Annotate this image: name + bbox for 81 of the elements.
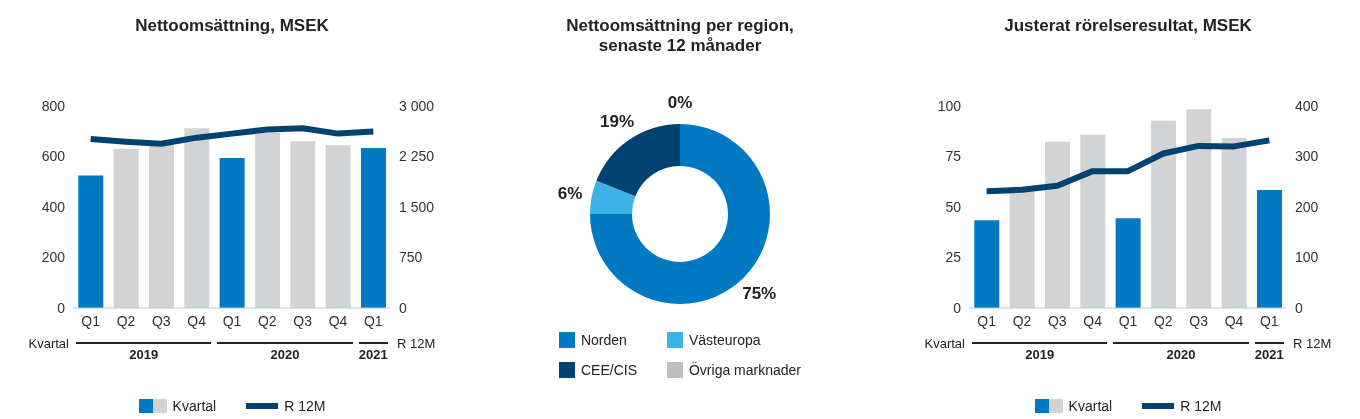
bar [113, 148, 139, 308]
x-tick-label: Q1 [1118, 312, 1138, 329]
legend-label: Norden [580, 332, 627, 348]
legend-label: Övriga marknader [688, 362, 802, 378]
y2-tick-label: 0 [399, 299, 407, 316]
x-tick-label: Q1 [81, 312, 101, 329]
y2-axis-title: R 12M [397, 336, 436, 351]
y2-tick-label: 0 [1295, 299, 1303, 316]
y2-tick-label: 3 000 [399, 97, 435, 114]
x-tick-label: Q1 [363, 312, 383, 329]
data-label: 75% [742, 283, 777, 303]
bar [974, 220, 1000, 308]
text: 2021 [358, 342, 388, 362]
bar [1080, 134, 1106, 308]
x-axis-title: Kvartal [924, 336, 965, 351]
bar [78, 175, 104, 308]
x-tick-label: Q4 [328, 312, 348, 329]
x-tick-label: Q1 [222, 312, 242, 329]
legend-label: Kvartal [172, 398, 217, 414]
text: 2019 [76, 342, 212, 362]
text: 2020 [1113, 342, 1249, 362]
y-tick-label: 200 [41, 249, 66, 266]
bar [290, 141, 316, 308]
y2-tick-label: 2 250 [399, 148, 435, 165]
y2-tick-label: 100 [1295, 249, 1319, 266]
y-tick-label: 50 [945, 198, 962, 215]
y-tick-label: 25 [945, 249, 962, 266]
donut-slice [590, 180, 636, 214]
chart-title: Justerat rörelseresultat, MSEK [1003, 15, 1253, 37]
text: 2021 [1254, 342, 1284, 362]
bar [1221, 137, 1247, 308]
bar [1044, 141, 1070, 308]
x-axis-title: Kvartal [28, 336, 69, 351]
legend-label: R 12M [1180, 398, 1222, 414]
legend-label: R 12M [284, 398, 326, 414]
bar [1186, 109, 1212, 308]
x-tick-label: Q1 [977, 312, 997, 329]
x-tick-label: Q4 [187, 312, 207, 329]
y2-tick-label: 300 [1295, 148, 1319, 165]
chart-title: Nettoomsättning, MSEK [134, 15, 330, 37]
bar [184, 128, 210, 308]
bar [360, 147, 386, 308]
bar [1150, 120, 1176, 308]
data-label: 19% [600, 111, 635, 131]
bar [254, 132, 280, 308]
y-tick-label: 0 [57, 299, 66, 316]
bar [1115, 218, 1141, 308]
legend-label: Västeuropa [688, 332, 761, 348]
x-tick-label: Q3 [1047, 312, 1067, 329]
bar [1256, 190, 1282, 308]
y2-tick-label: 750 [399, 249, 423, 266]
bar [325, 145, 351, 308]
text: 0% [667, 92, 693, 112]
text: 2019 [972, 342, 1108, 362]
chart-title: Nettoomsättning per region, senaste 12 månader [565, 15, 795, 57]
y2-tick-label: 400 [1295, 97, 1319, 114]
x-tick-label: Q3 [151, 312, 171, 329]
x-tick-label: Q4 [1083, 312, 1103, 329]
text: 2020 [217, 342, 353, 362]
bar [219, 158, 245, 308]
bar [148, 142, 174, 308]
y-tick-label: 800 [41, 97, 66, 114]
y2-tick-label: 200 [1295, 198, 1319, 215]
legend-label: Kvartal [1068, 398, 1113, 414]
y2-tick-label: 1 500 [399, 198, 435, 215]
x-tick-label: Q1 [1259, 312, 1279, 329]
data-label: 6% [557, 183, 583, 203]
x-tick-label: Q3 [1189, 312, 1209, 329]
x-tick-label: Q4 [1224, 312, 1244, 329]
x-tick-label: Q2 [1012, 312, 1032, 329]
x-tick-label: Q3 [293, 312, 313, 329]
y-tick-label: 0 [953, 299, 962, 316]
x-tick-label: Q2 [257, 312, 277, 329]
legend-label: CEE/CIS [580, 362, 637, 378]
x-tick-label: Q2 [116, 312, 136, 329]
y-tick-label: 100 [937, 97, 962, 114]
y-tick-label: 600 [41, 148, 66, 165]
y-tick-label: 75 [945, 148, 962, 165]
y-tick-label: 400 [41, 198, 66, 215]
x-tick-label: Q2 [1153, 312, 1173, 329]
y2-axis-title: R 12M [1293, 336, 1332, 351]
